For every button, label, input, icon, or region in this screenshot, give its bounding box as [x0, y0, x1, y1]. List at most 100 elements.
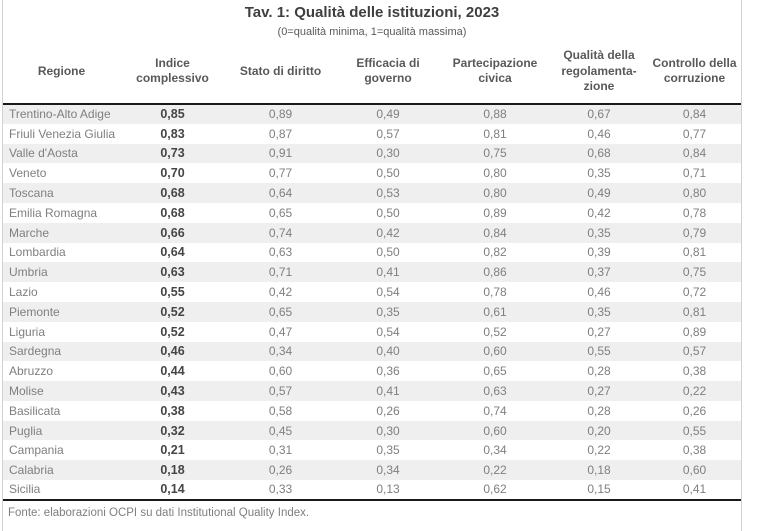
table-row: Umbria 0,63 0,71 0,41 0,86 0,37 0,75: [3, 262, 741, 283]
table-row: Sicilia 0,14 0,33 0,13 0,62 0,15 0,41: [3, 480, 741, 501]
value-cell: 0,26: [225, 460, 336, 481]
value-cell: 0,61: [440, 301, 550, 322]
column-header: Efficacia di governo: [356, 55, 420, 86]
region-name: Veneto: [9, 166, 47, 181]
value-cell: 0,68: [120, 183, 225, 203]
table-row: Basilicata 0,38 0,58 0,26 0,74 0,28 0,26: [3, 401, 741, 421]
value-cell: 0,79: [648, 222, 741, 243]
value-cell: 0,34: [483, 443, 507, 458]
region-name: Calabria: [3, 460, 120, 481]
value-cell: 0,13: [336, 480, 440, 501]
value-cell: 0,45: [225, 420, 336, 441]
value-cell: 0,78: [483, 285, 507, 299]
value-cell: 0,34: [225, 341, 336, 362]
value-cell: 0,62: [440, 480, 550, 501]
value-cell: 0,63: [120, 262, 225, 283]
header-row: Regione Indice complessivo Stato di diritt…: [3, 40, 741, 104]
table-body: Trentino-Alto Adige 0,85 0,89 0,49 0,88 0,67 0…: [3, 103, 741, 501]
value-cell: 0,20: [550, 420, 648, 441]
value-cell: 0,83: [160, 126, 185, 141]
value-cell: 0,27: [550, 381, 648, 401]
value-cell: 0,52: [160, 324, 185, 339]
value-cell: 0,46: [587, 126, 611, 141]
value-cell: 0,89: [682, 324, 707, 339]
table-row: Toscana 0,68 0,64 0,53 0,80 0,49 0,80: [3, 183, 741, 203]
value-cell: 0,40: [336, 341, 440, 362]
value-cell: 0,37: [550, 262, 648, 283]
value-cell: 0,88: [440, 103, 550, 124]
table-panel: Tav. 1: Qualità delle istituzioni, 2023 …: [2, 0, 742, 531]
column-header: Stato di diritto: [239, 63, 322, 78]
value-cell: 0,75: [440, 143, 550, 164]
value-cell: 0,35: [550, 222, 648, 243]
value-cell: 0,60: [268, 364, 293, 379]
table-row: Campania 0,21 0,31 0,35 0,34 0,22 0,38: [3, 440, 741, 460]
value-cell: 0,64: [225, 183, 336, 203]
region-name: Molise: [3, 381, 120, 401]
value-cell: 0,28: [587, 403, 611, 418]
value-cell: 0,22: [648, 381, 741, 401]
region-name: Abruzzo: [9, 364, 54, 379]
value-cell: 0,71: [682, 166, 707, 181]
value-cell: 0,68: [160, 205, 185, 220]
region-name: Liguria: [9, 324, 46, 339]
region-name: Toscana: [3, 183, 120, 203]
value-cell: 0,41: [336, 262, 440, 283]
value-cell: 0,33: [225, 480, 336, 501]
value-cell: 0,80: [483, 166, 507, 181]
value-cell: 0,67: [550, 103, 648, 124]
table-row: Liguria 0,52 0,47 0,54 0,52 0,27 0,89: [3, 322, 741, 342]
value-cell: 0,35: [376, 443, 400, 458]
region-name: Lazio: [9, 285, 38, 299]
table-row: Emilia Romagna 0,68 0,65 0,50 0,89 0,42 0,78: [3, 203, 741, 223]
value-cell: 0,89: [225, 103, 336, 124]
value-cell: 0,52: [120, 301, 225, 322]
value-cell: 0,52: [483, 324, 507, 339]
value-cell: 0,57: [376, 126, 400, 141]
value-cell: 0,35: [587, 166, 611, 181]
value-cell: 0,60: [440, 341, 550, 362]
table-row: Sardegna 0,46 0,34 0,40 0,60 0,55 0,57: [3, 341, 741, 362]
region-name: Trentino-Alto Adige: [3, 103, 120, 124]
table-row: Valle d'Aosta 0,73 0,91 0,30 0,75 0,68 0,84: [3, 143, 741, 164]
value-cell: 0,35: [550, 301, 648, 322]
value-cell: 0,57: [225, 381, 336, 401]
column-header: Qualità della regolamenta-zione: [561, 48, 637, 94]
value-cell: 0,55: [550, 341, 648, 362]
value-cell: 0,63: [268, 245, 293, 260]
value-cell: 0,27: [587, 324, 611, 339]
value-cell: 0,65: [268, 205, 293, 220]
table-row: Lazio 0,55 0,42 0,54 0,78 0,46 0,72: [3, 282, 741, 302]
value-cell: 0,41: [336, 381, 440, 401]
value-cell: 0,38: [682, 443, 707, 458]
value-cell: 0,28: [587, 364, 611, 379]
value-cell: 0,82: [483, 245, 507, 260]
value-cell: 0,80: [648, 183, 741, 203]
table-row: Friuli Venezia Giulia 0,83 0,87 0,57 0,81 0,4…: [3, 124, 741, 144]
value-cell: 0,77: [682, 126, 707, 141]
region-name: Marche: [3, 222, 120, 243]
value-cell: 0,84: [648, 143, 741, 164]
value-cell: 0,89: [483, 205, 507, 220]
value-cell: 0,38: [160, 403, 185, 418]
value-cell: 0,46: [120, 341, 225, 362]
value-cell: 0,72: [682, 285, 707, 299]
value-cell: 0,77: [268, 166, 293, 181]
value-cell: 0,34: [336, 460, 440, 481]
column-header: Partecipazione civica: [452, 55, 538, 86]
value-cell: 0,47: [268, 324, 293, 339]
value-cell: 0,86: [440, 262, 550, 283]
value-cell: 0,54: [376, 285, 400, 299]
region-name: Puglia: [3, 420, 120, 441]
table-row: Veneto 0,70 0,77 0,50 0,80 0,35 0,71: [3, 163, 741, 183]
value-cell: 0,30: [336, 420, 440, 441]
column-header: Indice complessivo: [136, 55, 209, 86]
value-cell: 0,22: [440, 460, 550, 481]
table-row: Puglia 0,32 0,45 0,30 0,60 0,20 0,55: [3, 420, 741, 441]
value-cell: 0,84: [648, 103, 741, 124]
institutions-quality-table: Regione Indice complessivo Stato di diritt…: [3, 40, 741, 501]
table-title: Tav. 1: Qualità delle istituzioni, 2023: [244, 4, 500, 21]
region-name: Sardegna: [3, 341, 120, 362]
value-cell: 0,42: [587, 205, 611, 220]
source-note: Fonte: elaborazioni OCPI su dati Institu…: [8, 506, 310, 519]
